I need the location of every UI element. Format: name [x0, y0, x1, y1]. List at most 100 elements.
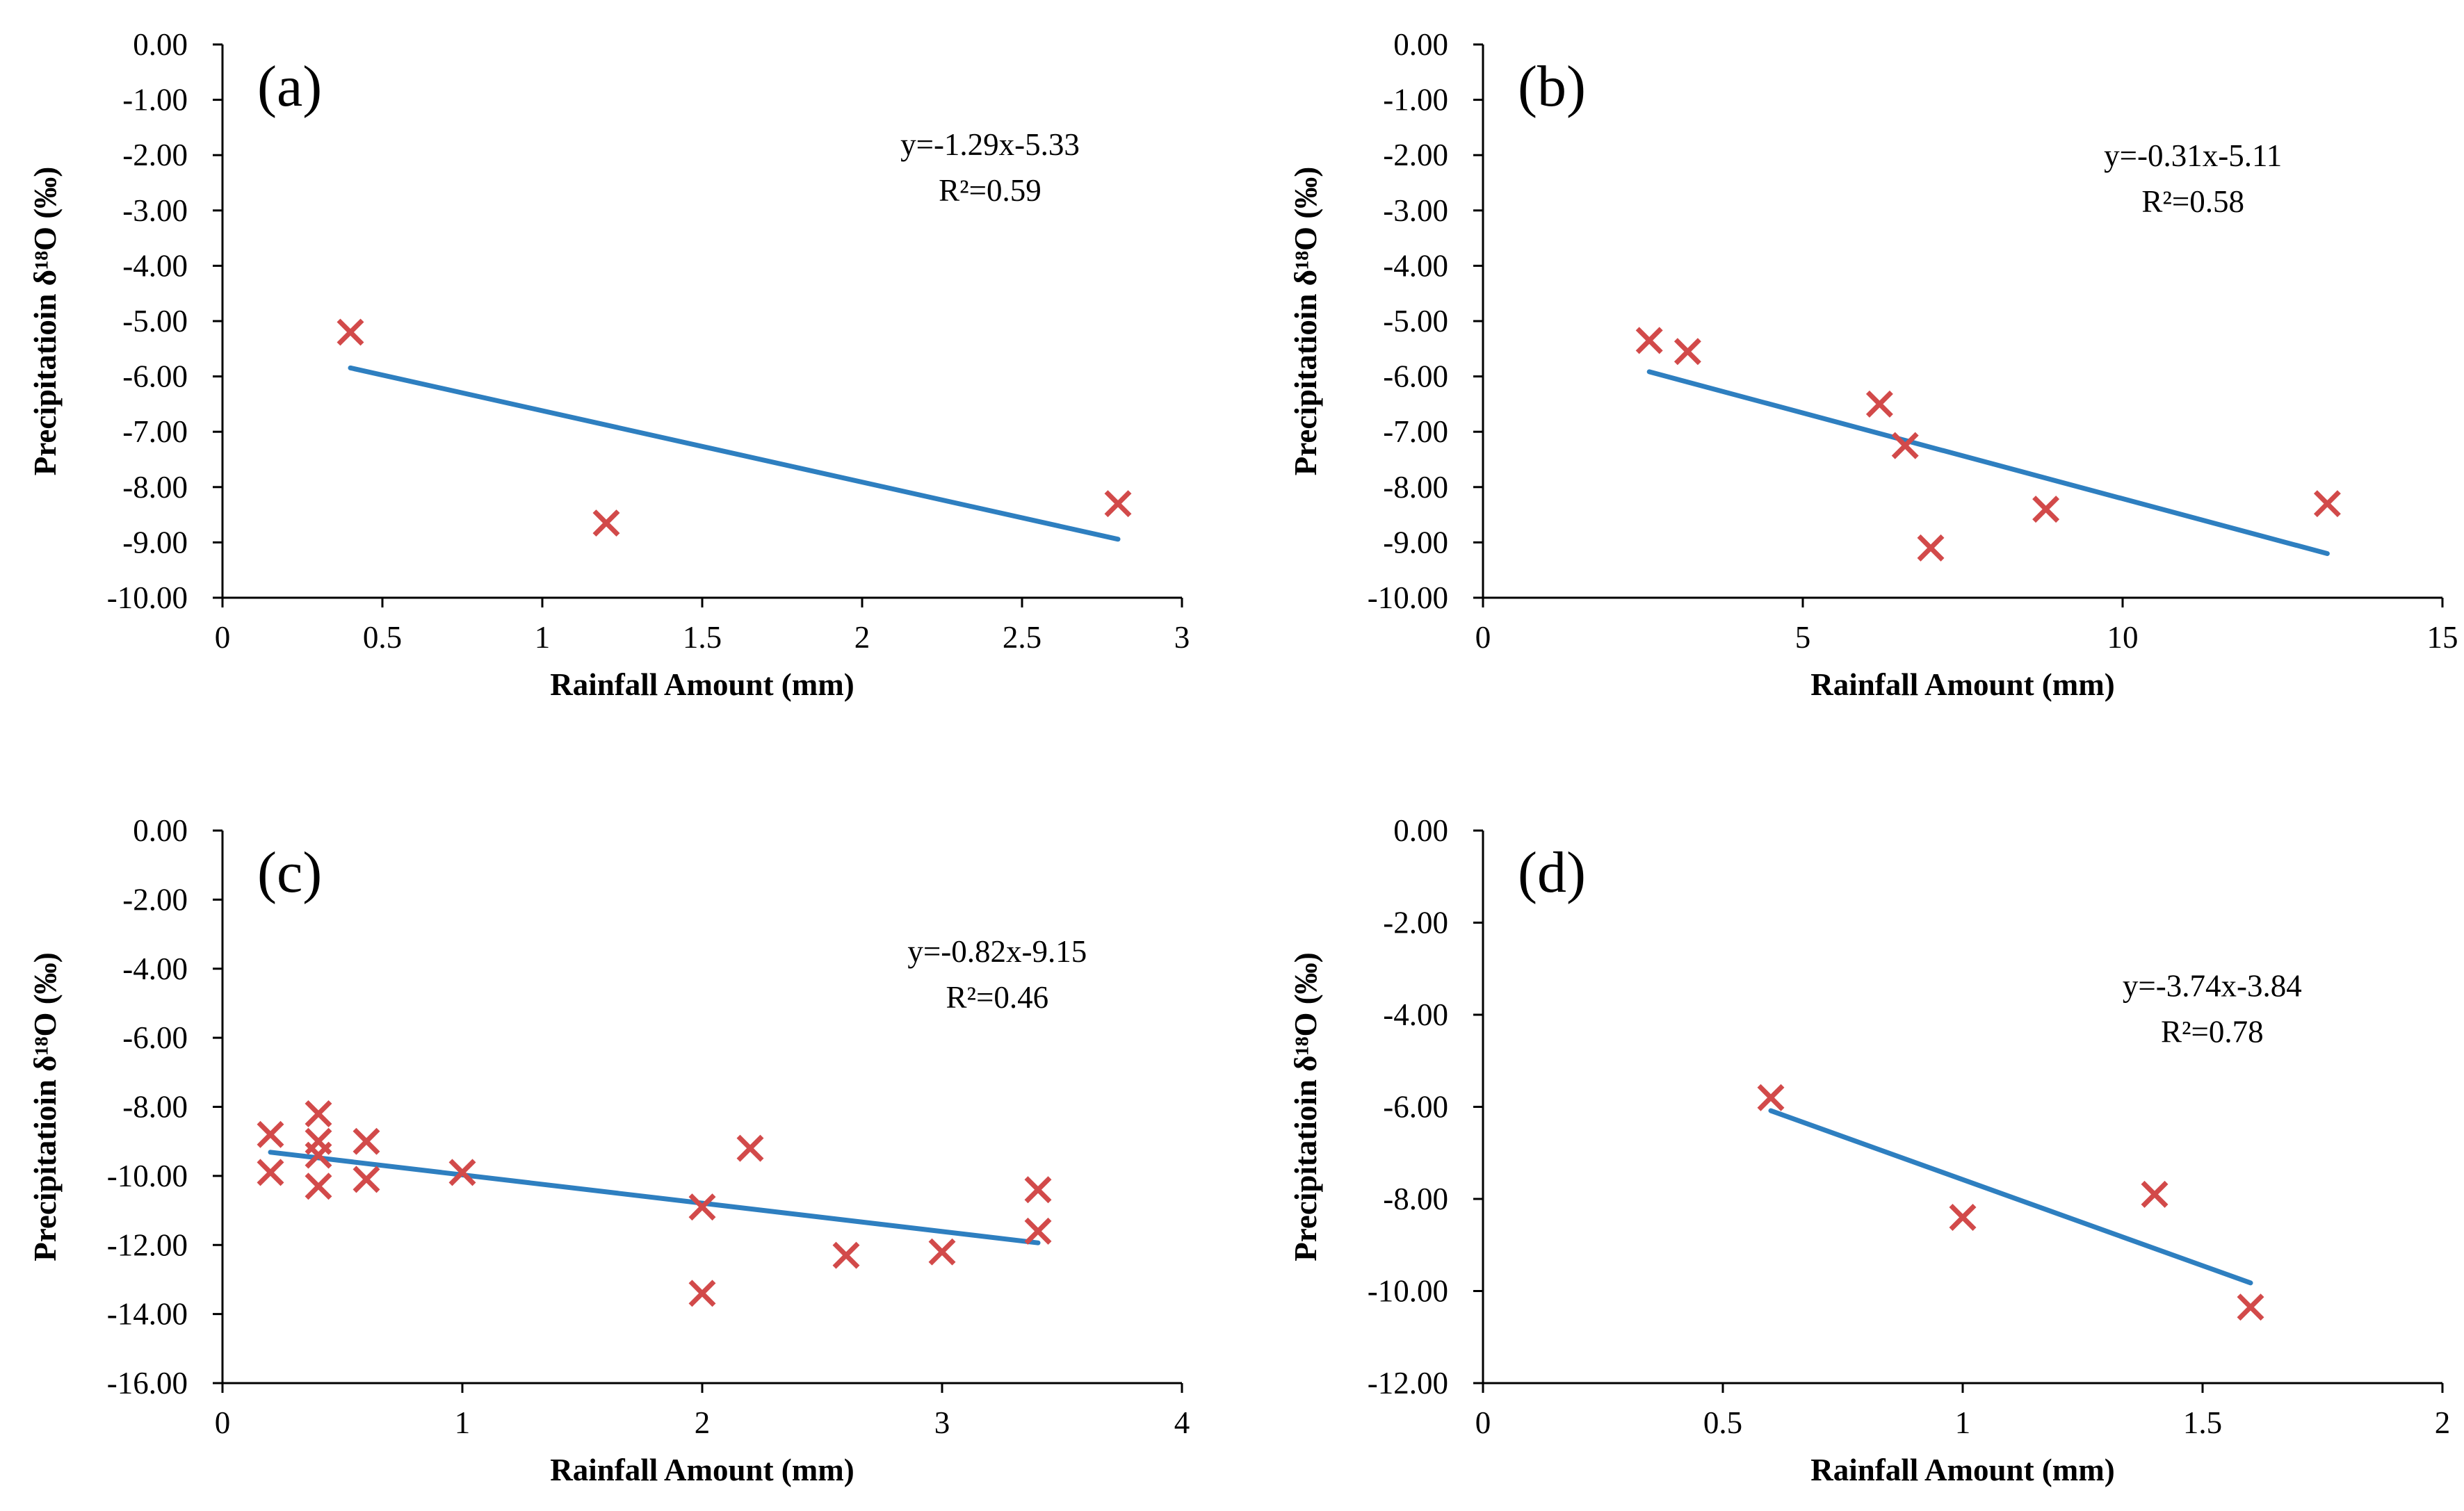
- y-tick-label: -1.00: [122, 83, 188, 117]
- data-point-marker: [337, 318, 364, 346]
- x-tick-label: 0: [215, 620, 231, 655]
- x-tick-label: 2: [854, 620, 870, 655]
- x-tick-label: 2.5: [1003, 620, 1041, 655]
- y-tick-label: -8.00: [122, 1090, 188, 1125]
- y-tick-label: 0.00: [133, 813, 188, 848]
- x-tick-label: 0.5: [363, 620, 402, 655]
- marker-stroke: [592, 509, 620, 537]
- data-point-marker: [352, 1166, 380, 1193]
- data-point-marker: [1949, 1204, 1977, 1231]
- y-tick-label: -10.00: [107, 580, 188, 615]
- regression-equation: y=-0.82x-9.15: [907, 934, 1087, 969]
- y-tick-label: -6.00: [122, 1020, 188, 1055]
- marker-stroke: [2313, 490, 2341, 518]
- y-tick-label: -10.00: [107, 1159, 188, 1193]
- marker-stroke: [337, 318, 364, 346]
- y-tick-label: -10.00: [1368, 1274, 1448, 1309]
- data-point-marker: [1104, 490, 1132, 518]
- x-tick-label: 3: [1174, 620, 1190, 655]
- y-tick-label: -2.00: [1383, 138, 1448, 172]
- chart-panel-a: 0.00 -1.00 -2.00 -3.00 -4.00 -5.00 -6.00 -7.00 -…: [28, 27, 1190, 702]
- x-tick-label: 15: [2427, 620, 2458, 655]
- y-tick-label: -12.00: [107, 1227, 188, 1262]
- marker-stroke: [2237, 1293, 2264, 1321]
- y-tick-label: -10.00: [1368, 580, 1448, 615]
- r-squared: R²=0.58: [2141, 184, 2244, 219]
- x-tick-label: 2: [695, 1405, 711, 1440]
- trendline: [1768, 1108, 2253, 1286]
- y-tick-label: -8.00: [1383, 1182, 1448, 1216]
- marker-stroke: [2141, 1180, 2169, 1208]
- x-tick-label: 1.5: [2183, 1405, 2222, 1440]
- regression-equation: y=-1.29x-5.33: [900, 127, 1080, 162]
- x-axis-title: Rainfall Amount (mm): [1810, 667, 2115, 702]
- marker-stroke: [352, 1127, 380, 1155]
- data-point-marker: [1024, 1176, 1052, 1204]
- data-point-marker: [2141, 1180, 2169, 1208]
- y-tick-label: -4.00: [1383, 997, 1448, 1032]
- x-tick-label: 10: [2107, 620, 2139, 655]
- data-point-marker: [352, 1127, 380, 1155]
- data-point-marker: [305, 1100, 332, 1127]
- marker-stroke: [736, 1134, 764, 1162]
- chart-panel-c: 0.00 -2.00 -4.00 -6.00 -8.00 -10.00 -12.00 -14.…: [28, 813, 1190, 1487]
- y-tick-label: 0.00: [1393, 27, 1448, 62]
- y-tick-label: -3.00: [122, 193, 188, 228]
- marker-stroke: [257, 1159, 284, 1186]
- y-tick-label: -4.00: [122, 248, 188, 283]
- data-point-marker: [305, 1141, 332, 1169]
- x-tick-label: 0: [215, 1405, 231, 1440]
- trendline: [348, 365, 1121, 542]
- trendline: [1646, 369, 2330, 556]
- data-point-marker: [1673, 338, 1701, 366]
- chart-panel-d: 0.00 -2.00 -4.00 -6.00 -8.00 -10.00 -12.00 0 0.5…: [1288, 813, 2450, 1487]
- y-tick-label: -4.00: [1383, 248, 1448, 283]
- data-point-marker: [928, 1238, 956, 1266]
- data-point-marker: [592, 509, 620, 537]
- data-point-marker: [1865, 390, 1893, 418]
- y-tick-label: -2.00: [122, 138, 188, 172]
- y-tick-label: -5.00: [122, 304, 188, 338]
- trendline: [268, 1150, 1041, 1245]
- data-point-marker: [736, 1134, 764, 1162]
- x-tick-label: 1.5: [683, 620, 722, 655]
- data-point-marker: [305, 1173, 332, 1200]
- y-axis-title: Precipitatioin δ¹⁸O (‰): [1288, 952, 1323, 1261]
- data-point-marker: [1635, 327, 1663, 354]
- marker-stroke: [1891, 432, 1919, 459]
- chart-panel-b: 0.00 -1.00 -2.00 -3.00 -4.00 -5.00 -6.00 -7.00 -…: [1288, 27, 2458, 702]
- marker-stroke: [1104, 490, 1132, 518]
- marker-stroke: [257, 1120, 284, 1148]
- marker-stroke: [305, 1100, 332, 1127]
- marker-stroke: [1757, 1084, 1785, 1111]
- marker-stroke: [1917, 534, 1945, 562]
- y-tick-label: 0.00: [133, 27, 188, 62]
- marker-stroke: [1024, 1217, 1052, 1245]
- y-tick-label: -7.00: [1383, 414, 1448, 449]
- marker-stroke: [1024, 1176, 1052, 1204]
- panel-label: (a): [257, 54, 322, 119]
- y-tick-label: -8.00: [122, 470, 188, 505]
- y-tick-label: -2.00: [122, 882, 188, 917]
- x-tick-label: 0.5: [1703, 1405, 1742, 1440]
- panel-label: (d): [1518, 840, 1586, 905]
- y-tick-label: -14.00: [107, 1297, 188, 1332]
- x-tick-label: 1: [535, 620, 551, 655]
- x-tick-label: 0: [1475, 1405, 1491, 1440]
- x-tick-label: 3: [934, 1405, 950, 1440]
- y-tick-label: -9.00: [1383, 525, 1448, 560]
- marker-stroke: [1865, 390, 1893, 418]
- data-point-marker: [2032, 496, 2060, 523]
- y-tick-label: -16.00: [107, 1366, 188, 1400]
- regression-equation: y=-3.74x-3.84: [2123, 969, 2302, 1004]
- y-tick-label: -8.00: [1383, 470, 1448, 505]
- y-tick-label: -4.00: [122, 951, 188, 986]
- data-point-marker: [832, 1241, 860, 1269]
- r-squared: R²=0.46: [946, 980, 1049, 1015]
- data-point-marker: [1917, 534, 1945, 562]
- y-axis-title: Precipitatioin δ¹⁸O (‰): [28, 952, 63, 1261]
- marker-stroke: [688, 1280, 716, 1307]
- data-point-marker: [1891, 432, 1919, 459]
- r-squared: R²=0.78: [2161, 1015, 2264, 1049]
